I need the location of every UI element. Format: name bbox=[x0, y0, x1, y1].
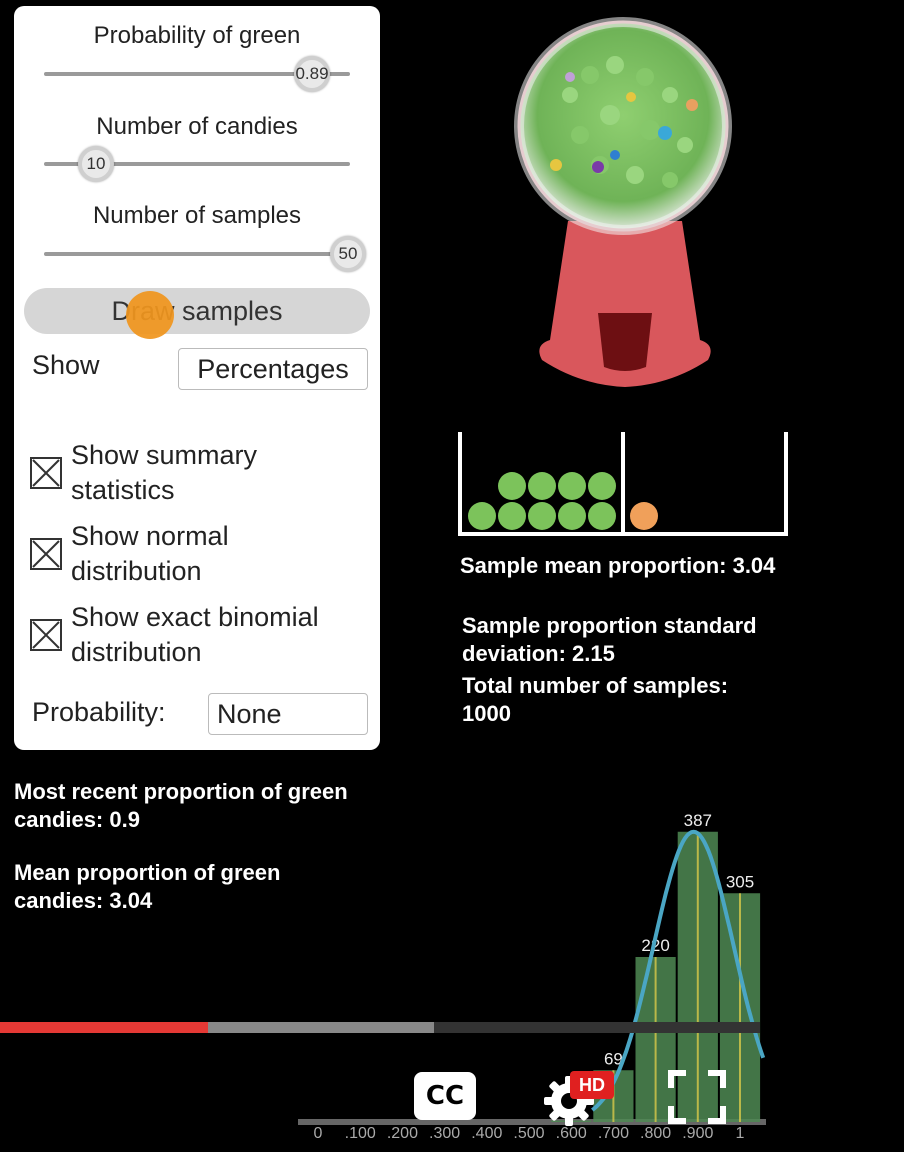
num-candies-knob[interactable]: 10 bbox=[78, 146, 114, 182]
binomial-dist-label-line1: Show exact binomial bbox=[71, 602, 319, 632]
sample-sd-line2: deviation: 2.15 bbox=[462, 641, 615, 666]
num-candies-label: Number of candies bbox=[96, 113, 298, 140]
normal-curve bbox=[591, 829, 766, 1112]
total-samples-line2: 1000 bbox=[462, 701, 511, 726]
prob-green-label: Probability of green bbox=[93, 22, 301, 49]
binomial-dist-label-line2: distribution bbox=[71, 637, 202, 667]
green-candy bbox=[588, 502, 616, 530]
normal-dist-checkbox[interactable] bbox=[30, 538, 62, 570]
green-candy bbox=[528, 502, 556, 530]
sample-basket bbox=[458, 432, 788, 536]
num-samples-knob[interactable]: 50 bbox=[330, 236, 366, 272]
x-tick-label: .300 bbox=[429, 1125, 460, 1140]
checkbox-x-icon bbox=[32, 540, 60, 568]
green-candy bbox=[498, 472, 526, 500]
x-tick-label: 0 bbox=[314, 1125, 323, 1140]
recent-proportion-line2: candies: 0.9 bbox=[14, 807, 140, 832]
total-samples-text: Total number of samples: 1000 bbox=[462, 672, 728, 728]
mean-proportion-line1: Mean proportion of green bbox=[14, 860, 281, 885]
num-samples-slider[interactable] bbox=[44, 252, 350, 256]
binomial-dist-label: Show exact binomial distribution bbox=[71, 600, 319, 670]
recent-proportion-text: Most recent proportion of green candies:… bbox=[14, 778, 348, 834]
x-tick-label: .900 bbox=[682, 1125, 713, 1140]
num-samples-label: Number of samples bbox=[92, 202, 302, 229]
x-tick-label: .100 bbox=[345, 1125, 376, 1140]
binomial-dist-checkbox[interactable] bbox=[30, 619, 62, 651]
prob-green-slider[interactable] bbox=[44, 72, 350, 76]
bar-value-label: 305 bbox=[726, 872, 754, 891]
orange-candy bbox=[630, 502, 658, 530]
bar-value-label: 69 bbox=[604, 1049, 623, 1068]
progress-buffered bbox=[0, 1022, 434, 1033]
progress-played bbox=[0, 1022, 209, 1033]
x-tick-label: .600 bbox=[556, 1125, 587, 1140]
summary-stats-checkbox[interactable] bbox=[30, 457, 62, 489]
checkbox-x-icon bbox=[32, 621, 60, 649]
bar-value-label: 387 bbox=[684, 811, 712, 830]
sample-sd-text: Sample proportion standard deviation: 2.… bbox=[462, 612, 757, 668]
summary-stats-label: Show summary statistics bbox=[71, 438, 257, 508]
total-samples-line1: Total number of samples: bbox=[462, 673, 729, 698]
recent-proportion-line1: Most recent proportion of green bbox=[14, 779, 348, 804]
show-select[interactable]: Percentages bbox=[178, 348, 368, 390]
mean-proportion-line2: candies: 3.04 bbox=[14, 888, 153, 913]
control-panel: Probability of green 0.89 Number of cand… bbox=[14, 6, 380, 750]
probability-input[interactable]: None bbox=[208, 693, 368, 735]
prob-green-knob[interactable]: 0.89 bbox=[294, 56, 330, 92]
gumball-machine bbox=[514, 17, 732, 387]
touch-indicator bbox=[126, 291, 174, 339]
machine-chute bbox=[598, 313, 652, 371]
x-tick-label: 1 bbox=[736, 1125, 745, 1140]
normal-dist-label-line2: distribution bbox=[71, 556, 202, 586]
green-candy bbox=[558, 502, 586, 530]
normal-dist-label-line1: Show normal bbox=[71, 521, 229, 551]
num-candies-slider[interactable] bbox=[44, 162, 350, 166]
captions-button[interactable]: CC bbox=[414, 1072, 476, 1120]
x-tick-label: .700 bbox=[598, 1125, 629, 1140]
green-candy bbox=[528, 472, 556, 500]
show-label: Show bbox=[32, 350, 100, 380]
green-candy bbox=[468, 502, 496, 530]
machine-base bbox=[539, 221, 711, 387]
proportion-histogram: 0.100.200.300.400.5002.60069.700220.8003… bbox=[298, 811, 766, 1140]
checkbox-x-icon bbox=[32, 459, 60, 487]
x-tick-label: .400 bbox=[471, 1125, 502, 1140]
summary-stats-label-line2: statistics bbox=[71, 475, 175, 505]
draw-samples-button[interactable]: Draw samples bbox=[24, 288, 370, 334]
green-candy bbox=[588, 472, 616, 500]
mean-proportion-text: Mean proportion of green candies: 3.04 bbox=[14, 859, 280, 915]
sample-mean-text: Sample mean proportion: 3.04 bbox=[460, 553, 776, 578]
hd-badge: HD bbox=[570, 1071, 614, 1099]
x-tick-label: .800 bbox=[640, 1125, 671, 1140]
green-candy bbox=[558, 472, 586, 500]
summary-stats-label-line1: Show summary bbox=[71, 440, 258, 470]
green-candy bbox=[498, 502, 526, 530]
fullscreen-icon[interactable] bbox=[668, 1070, 726, 1124]
x-tick-label: .200 bbox=[387, 1125, 418, 1140]
sample-sd-line1: Sample proportion standard bbox=[462, 613, 757, 638]
x-tick-label: .500 bbox=[513, 1125, 544, 1140]
probability-label: Probability: bbox=[32, 697, 166, 727]
normal-dist-label: Show normal distribution bbox=[71, 519, 229, 589]
